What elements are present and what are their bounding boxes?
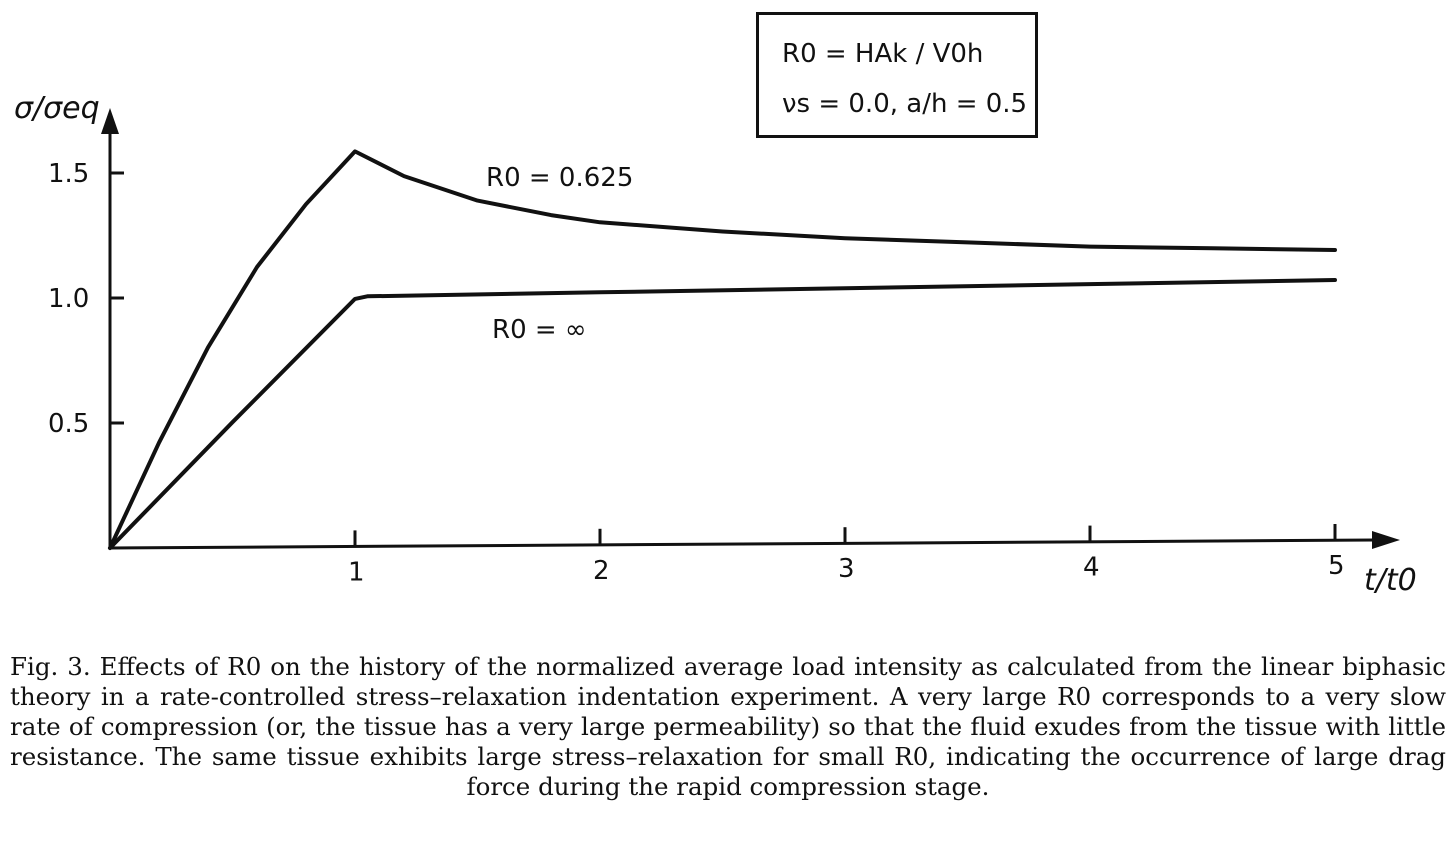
y-axis-arrow xyxy=(101,108,119,134)
parameter-line-1: R0 = HAk / V0h xyxy=(782,39,983,69)
x-tick-label-5: 5 xyxy=(1328,551,1345,581)
y-tick-label-0.5: 0.5 xyxy=(48,409,89,439)
curve-r0-0625 xyxy=(108,149,1337,550)
x-tick-label-3: 3 xyxy=(838,554,855,584)
label-r0-infinity: R0 = ∞ xyxy=(492,315,587,345)
parameter-text: R0 = HAk / V0h νs = 0.0, a/h = 0.5 xyxy=(782,39,1027,119)
label-r0-0625: R0 = 0.625 xyxy=(486,163,633,193)
x-axis-arrow xyxy=(1372,531,1400,549)
y-axis-label: σ/σeq xyxy=(14,91,100,126)
x-tick-label-4: 4 xyxy=(1083,553,1100,583)
x-tick-label-2: 2 xyxy=(593,556,610,586)
chart: 1 2 3 4 5 0.5 1.0 1.5 R0 = 0.625 R0 = ∞ σ/σeq t… xyxy=(14,91,1417,598)
y-tick-label-1.5: 1.5 xyxy=(48,159,89,189)
x-axis xyxy=(109,538,1376,550)
x-tick-label-1: 1 xyxy=(348,557,365,587)
y-tick-label-1.0: 1.0 xyxy=(48,284,89,314)
x-axis-label: t/t0 xyxy=(1364,563,1417,598)
figure-caption: Fig. 3. Effects of R0 on the history of … xyxy=(10,652,1446,801)
curve-r0-infinity xyxy=(108,278,1337,550)
parameter-line-2: νs = 0.0, a/h = 0.5 xyxy=(782,89,1027,119)
parameter-box xyxy=(756,12,1038,138)
